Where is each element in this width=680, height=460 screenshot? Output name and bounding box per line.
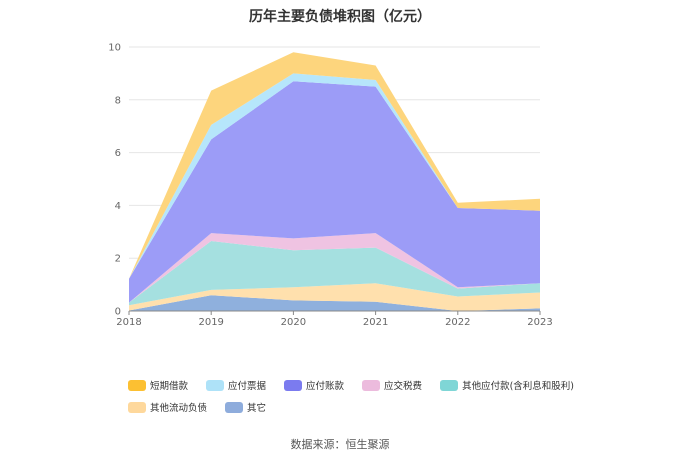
- legend-swatch: [362, 379, 381, 391]
- x-tick-label: 2020: [281, 317, 306, 328]
- legend-label: 应付账款: [306, 381, 345, 392]
- area-短期借款: [129, 52, 540, 279]
- legend-label: 其他应付款(含利息和股利): [462, 381, 574, 392]
- legend-swatch: [128, 401, 146, 413]
- legend: 短期借款 应付票据 应付账款 应交税费 其他应付款(含利息和股利) 其他流动负债 其它: [128, 378, 574, 422]
- legend-row: 其他流动负债 其它: [128, 400, 568, 414]
- legend-item[interactable]: 其他应付款(含利息和股利): [440, 378, 574, 392]
- chart-title: 历年主要负债堆积图（亿元）: [249, 9, 431, 25]
- y-tick-label: 8: [115, 95, 121, 106]
- legend-item[interactable]: 短期借款: [128, 378, 188, 392]
- legend-swatch: [206, 379, 225, 391]
- legend-label: 应付票据: [228, 381, 267, 392]
- x-tick-label: 2019: [198, 317, 223, 328]
- x-tick-label: 2018: [116, 317, 141, 328]
- area-应付账款: [129, 81, 540, 303]
- legend-label: 其他流动负债: [150, 403, 208, 414]
- y-tick-label: 4: [115, 201, 121, 212]
- legend-label: 其它: [247, 403, 267, 414]
- x-tick-label: 2022: [445, 317, 470, 328]
- area-series: [129, 52, 540, 311]
- y-tick-label: 10: [108, 43, 121, 54]
- legend-swatch: [284, 379, 303, 391]
- area-其它: [129, 295, 540, 311]
- legend-swatch: [128, 379, 146, 391]
- area-其他流动负债: [129, 283, 540, 311]
- legend-item[interactable]: 应交税费: [362, 378, 422, 392]
- source-note: 数据来源：恒生聚源: [290, 438, 390, 451]
- legend-swatch: [225, 401, 244, 413]
- legend-item[interactable]: 其他流动负债: [128, 400, 207, 414]
- legend-label: 短期借款: [150, 381, 189, 392]
- x-tick-label: 2023: [527, 317, 552, 328]
- area-应付票据: [129, 73, 540, 279]
- legend-label: 应交税费: [384, 381, 423, 392]
- legend-row: 短期借款 应付票据 应付账款 应交税费 其他应付款(含利息和股利): [128, 378, 574, 392]
- y-tick-label: 6: [115, 148, 121, 159]
- y-tick-label: 0: [115, 307, 121, 318]
- x-tick-label: 2021: [363, 317, 388, 328]
- axes: 0 2 4 6 8 10 2018 2019 2020 2021 2022 2023: [108, 43, 552, 329]
- y-tick-label: 2: [115, 254, 121, 265]
- area-应交税费: [129, 233, 540, 303]
- legend-swatch: [440, 379, 459, 391]
- legend-item[interactable]: 其它: [225, 400, 266, 414]
- area-其他应付款(含利息和股利): [129, 241, 540, 306]
- legend-item[interactable]: 应付账款: [284, 378, 344, 392]
- legend-item[interactable]: 应付票据: [206, 378, 266, 392]
